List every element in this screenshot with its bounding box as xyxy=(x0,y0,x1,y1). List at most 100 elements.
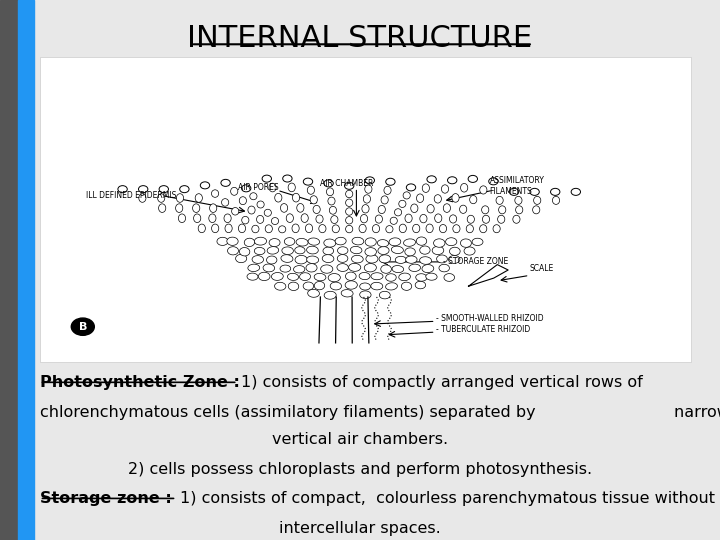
Ellipse shape xyxy=(399,224,406,233)
Ellipse shape xyxy=(422,265,433,273)
Ellipse shape xyxy=(176,204,183,212)
Ellipse shape xyxy=(230,187,238,195)
Circle shape xyxy=(427,176,436,183)
Ellipse shape xyxy=(499,206,506,214)
Ellipse shape xyxy=(320,265,333,273)
Text: AIR CHAMBER: AIR CHAMBER xyxy=(320,179,374,188)
Ellipse shape xyxy=(461,239,472,247)
Ellipse shape xyxy=(307,186,315,194)
Text: ASSIMILATORY
FILAMENTS: ASSIMILATORY FILAMENTS xyxy=(490,176,544,195)
Ellipse shape xyxy=(452,194,459,202)
Ellipse shape xyxy=(409,264,420,272)
Ellipse shape xyxy=(210,204,217,212)
Ellipse shape xyxy=(360,283,370,290)
Ellipse shape xyxy=(282,247,294,254)
Ellipse shape xyxy=(195,194,202,202)
Ellipse shape xyxy=(179,214,186,222)
Circle shape xyxy=(571,188,580,195)
Circle shape xyxy=(303,178,312,185)
Ellipse shape xyxy=(287,214,294,222)
Ellipse shape xyxy=(410,204,418,213)
Ellipse shape xyxy=(335,237,346,245)
Ellipse shape xyxy=(493,225,500,233)
Ellipse shape xyxy=(378,205,385,213)
Ellipse shape xyxy=(432,246,444,254)
Circle shape xyxy=(551,188,560,195)
Ellipse shape xyxy=(513,215,520,223)
Ellipse shape xyxy=(366,255,378,263)
Ellipse shape xyxy=(315,281,325,290)
Ellipse shape xyxy=(256,215,264,224)
Circle shape xyxy=(200,182,210,189)
Ellipse shape xyxy=(379,255,391,263)
Ellipse shape xyxy=(252,255,264,264)
Text: Storage zone :: Storage zone : xyxy=(40,491,171,507)
Ellipse shape xyxy=(265,225,272,233)
Ellipse shape xyxy=(305,224,312,233)
Ellipse shape xyxy=(364,264,377,272)
Ellipse shape xyxy=(467,215,474,223)
Ellipse shape xyxy=(416,237,427,245)
Ellipse shape xyxy=(352,237,364,245)
Ellipse shape xyxy=(496,197,503,204)
Ellipse shape xyxy=(307,256,319,264)
Ellipse shape xyxy=(324,239,336,247)
Ellipse shape xyxy=(292,193,300,202)
Ellipse shape xyxy=(244,238,255,247)
Ellipse shape xyxy=(326,188,333,195)
Ellipse shape xyxy=(498,215,505,223)
Ellipse shape xyxy=(404,239,415,246)
Ellipse shape xyxy=(341,289,353,297)
Circle shape xyxy=(283,175,292,182)
Ellipse shape xyxy=(480,225,487,233)
Ellipse shape xyxy=(323,247,333,255)
Ellipse shape xyxy=(264,210,271,217)
Ellipse shape xyxy=(346,225,353,233)
Circle shape xyxy=(71,318,94,335)
Ellipse shape xyxy=(439,264,449,272)
Ellipse shape xyxy=(242,217,249,224)
Text: vertical air chambers.: vertical air chambers. xyxy=(272,432,448,447)
Circle shape xyxy=(221,179,230,186)
Ellipse shape xyxy=(371,273,383,280)
Ellipse shape xyxy=(395,256,406,264)
Ellipse shape xyxy=(254,237,266,245)
Ellipse shape xyxy=(228,247,238,255)
Ellipse shape xyxy=(313,205,320,213)
Ellipse shape xyxy=(332,225,339,233)
Ellipse shape xyxy=(427,205,434,213)
Ellipse shape xyxy=(459,205,467,213)
Ellipse shape xyxy=(257,201,264,208)
Ellipse shape xyxy=(364,195,371,203)
Ellipse shape xyxy=(319,225,326,233)
Circle shape xyxy=(365,177,374,184)
Ellipse shape xyxy=(323,255,334,262)
Text: intercellular spaces.: intercellular spaces. xyxy=(279,521,441,536)
Ellipse shape xyxy=(248,264,260,272)
Ellipse shape xyxy=(324,291,336,299)
Ellipse shape xyxy=(297,204,304,212)
Ellipse shape xyxy=(345,281,357,289)
Circle shape xyxy=(180,186,189,193)
Ellipse shape xyxy=(381,196,388,204)
Circle shape xyxy=(530,188,539,195)
Ellipse shape xyxy=(294,266,305,273)
Ellipse shape xyxy=(316,215,323,223)
Ellipse shape xyxy=(240,247,250,256)
Ellipse shape xyxy=(287,273,299,280)
Text: ILL DEFINED EPIDERMIS: ILL DEFINED EPIDERMIS xyxy=(86,191,177,200)
Ellipse shape xyxy=(328,197,335,205)
Ellipse shape xyxy=(359,224,366,233)
Bar xyxy=(18,0,34,540)
Ellipse shape xyxy=(158,204,166,212)
Text: INTERNAL STRUCTURE: INTERNAL STRUCTURE xyxy=(187,24,533,53)
Ellipse shape xyxy=(263,264,274,272)
Ellipse shape xyxy=(405,214,412,222)
Ellipse shape xyxy=(239,197,246,205)
Ellipse shape xyxy=(346,190,353,198)
Circle shape xyxy=(386,178,395,185)
Ellipse shape xyxy=(247,273,258,280)
Ellipse shape xyxy=(381,265,392,273)
Ellipse shape xyxy=(422,184,429,192)
Ellipse shape xyxy=(212,224,219,233)
